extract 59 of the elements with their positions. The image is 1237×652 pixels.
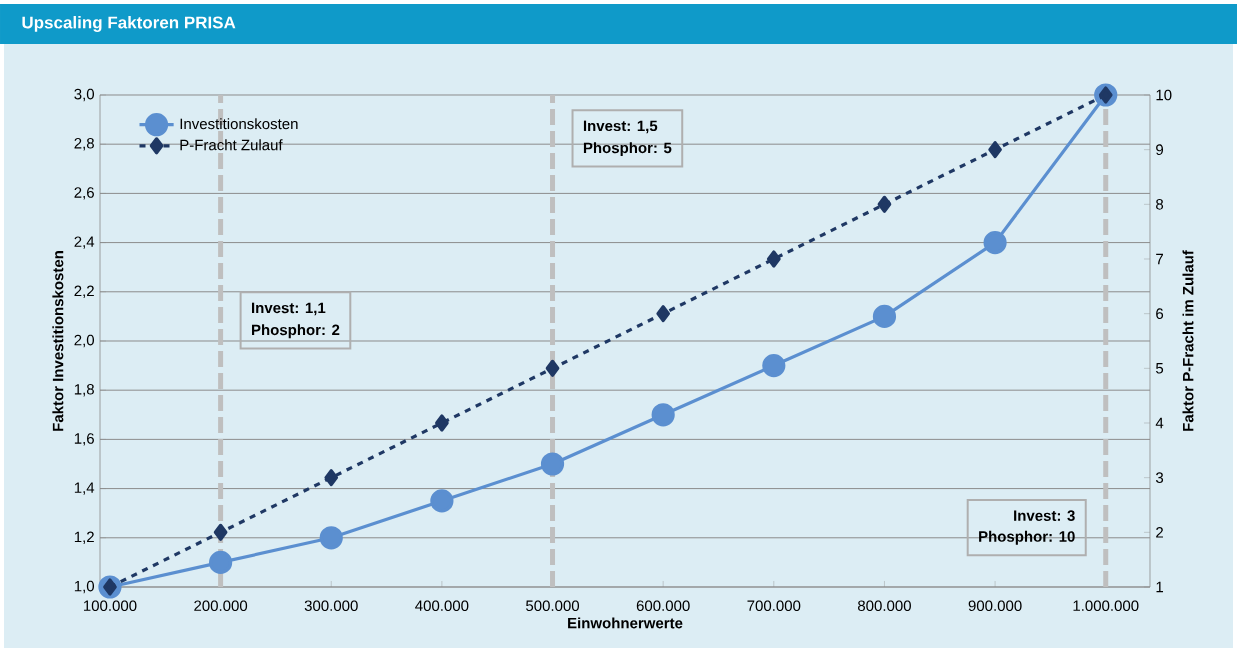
x-tick-label: 100.000	[83, 600, 137, 612]
point	[988, 141, 1002, 159]
legend-label: Investitionskosten	[180, 118, 298, 130]
y2-tick-label: 3	[1155, 472, 1164, 483]
y-tick-label: 1,6	[74, 433, 94, 446]
point	[983, 230, 1007, 255]
y2-tick-label: 8	[1156, 199, 1164, 210]
y-tick-label: 1,0	[74, 580, 95, 594]
x-tick-label: 700.000	[747, 600, 801, 612]
point	[319, 526, 343, 550]
y-tick-label: 3,0	[74, 88, 95, 102]
point	[545, 359, 560, 377]
point	[766, 250, 781, 268]
y-tick-label: 2,4	[74, 236, 95, 249]
y2-axis-title: Faktor P-Fracht im Zulauf	[1182, 250, 1194, 431]
y2-tick-label: 5	[1155, 363, 1164, 374]
y2-tick-label: 4	[1155, 417, 1164, 429]
x-tick-label: 200.000	[194, 600, 248, 612]
y-axis-title: Faktor Investitionskosten	[52, 251, 64, 431]
y-tick-label: 1,4	[74, 482, 95, 495]
point	[877, 195, 892, 213]
point	[209, 550, 233, 574]
point	[213, 523, 228, 541]
annotation: Invest: 1,1	[252, 302, 326, 316]
point	[540, 452, 565, 476]
y2-tick-label: 10	[1156, 89, 1172, 101]
point	[872, 304, 897, 328]
x-tick-label: 400.000	[415, 600, 469, 612]
y2-tick-label: 2	[1156, 527, 1163, 538]
y-tick-label: 2,6	[74, 187, 94, 200]
y2-tick-label: 1	[1156, 581, 1164, 593]
annotation: Phosphor: 10	[979, 530, 1075, 545]
x-tick-label: 1.000.000	[1073, 600, 1139, 612]
x-axis-title: Einwohnerwerte	[568, 617, 683, 629]
legend-label: P-Fracht Zulauf	[180, 139, 283, 151]
annotation: Invest: 1,5	[583, 120, 658, 134]
y2-tick-label: 7	[1156, 253, 1163, 265]
x-tick-label: 500.000	[526, 600, 580, 612]
y-tick-label: 1,2	[74, 531, 94, 544]
y-tick-label: 1,8	[74, 383, 94, 397]
x-tick-label: 300.000	[304, 600, 358, 612]
point	[435, 414, 449, 432]
point	[324, 469, 339, 487]
annotation: Invest: 3	[1014, 510, 1075, 521]
point	[762, 353, 786, 378]
x-tick-label: 800.000	[858, 600, 911, 612]
x-tick-label: 600.000	[636, 600, 690, 612]
chart-title: Upscaling Faktoren PRISA	[22, 16, 236, 32]
y-tick-label: 2,0	[74, 334, 95, 348]
x-tick-label: 900.000	[968, 600, 1022, 612]
y-tick-label: 2,8	[74, 137, 94, 151]
point	[656, 305, 671, 323]
y2-tick-label: 6	[1156, 308, 1164, 319]
point	[430, 489, 454, 513]
annotation: Phosphor: 2	[252, 324, 340, 339]
y-tick-label: 2,2	[74, 285, 94, 298]
point	[651, 403, 675, 427]
annotation: Phosphor: 5	[583, 142, 672, 157]
y2-tick-label: 9	[1156, 144, 1164, 155]
